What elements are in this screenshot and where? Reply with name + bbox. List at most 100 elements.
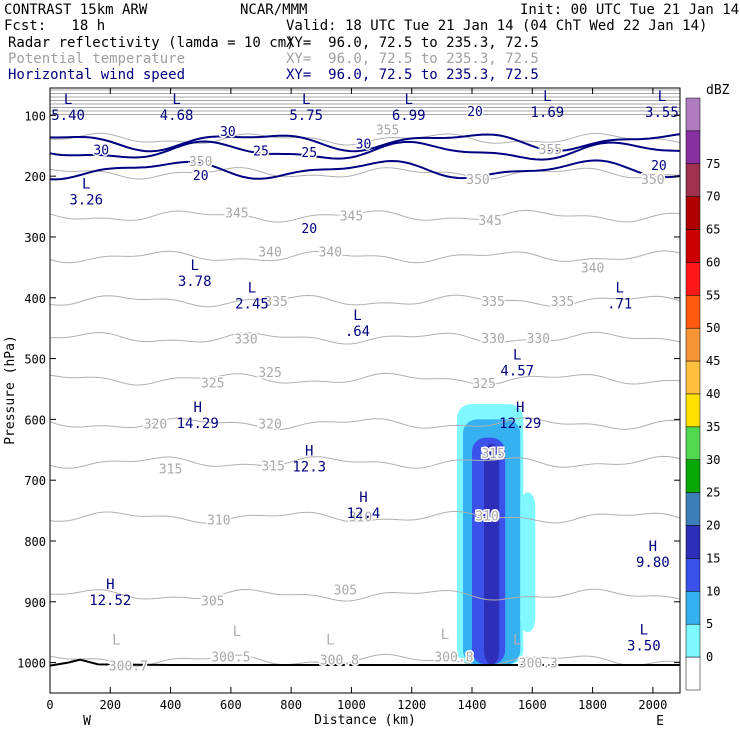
x-tick-label-7: 1400 [458,698,487,712]
wind-label-2: 30 [356,137,372,152]
colorbar-label-10: 25 [706,486,720,500]
reflectivity-cell-2 [520,492,536,633]
theta-label-4: 300.3 [519,657,558,672]
theta-label-13: 320 [144,418,167,433]
theta-label-8: 310 [349,511,372,526]
field-name-wind: Horizontal wind speed [8,67,186,83]
theta-label-25: 340 [319,246,342,261]
theta-label-27: 345 [225,207,248,222]
center-letter-15: H [359,490,367,506]
colorbar-swatch-10 [685,426,701,461]
colorbar-swatch-5 [685,262,701,296]
theta-line-300 [49,653,681,667]
theta-label-11: 315 [261,460,284,475]
wind-label-3: 30 [93,143,109,158]
colorbar-swatch-2 [685,163,701,197]
colorbar-label-13: 10 [706,584,720,598]
wind-label-4: 25 [253,145,269,160]
x-tick-label-2: 400 [160,698,182,712]
center-value-2: 5.75 [289,108,323,124]
y-tick-label-5: 600 [24,413,46,427]
wind-label-7: 20 [193,169,209,184]
reflectivity-field [456,404,536,665]
theta-line-340 [49,250,681,264]
center-value-15: 12.4 [347,506,381,522]
center-letter-4: L [543,89,551,105]
center-value-7: 3.78 [178,274,212,290]
center-letter-14: H [305,444,313,460]
theta-label-18: 330 [234,333,257,348]
x-tick-label-8: 1600 [518,698,547,712]
theta-label-14: 320 [258,418,281,433]
y-tick-label-3: 400 [24,292,46,306]
theta-label-31: 350 [466,173,489,188]
colorbar-swatch-8 [685,360,701,395]
wind-label-8: 20 [301,222,317,237]
surface-pressure-layer [49,658,680,667]
theta-label-9: 310 [475,509,498,524]
theta-label-0: 300.7 [109,660,148,675]
surface-line [49,658,680,667]
wind-label-6: 20 [651,159,667,174]
field-name-reflectivity: Radar reflectivity (lamda = 10 cm) [8,35,295,51]
x-tick-label-10: 2000 [638,698,667,712]
center-letter-0: L [64,92,72,108]
colorbar-label-5: 50 [706,321,720,335]
theta-label-21: 335 [264,295,287,310]
center-value-14: 12.3 [292,460,326,476]
theta-label-16: 325 [258,366,281,381]
wind-contour-lines [49,133,681,181]
y-tick-label-8: 900 [24,596,46,610]
x-tick-label-1: 200 [99,698,121,712]
y-tick-label-4: 500 [24,353,46,367]
theta-label-7: 310 [207,514,230,529]
center-letter-6: L [82,177,90,193]
model-name: CONTRAST 15km ARW [4,2,148,18]
center-value-4: 1.69 [531,105,565,121]
theta-label-17: 325 [472,377,495,392]
colorbar-label-3: 60 [706,255,720,269]
center-letter-7: L [190,258,198,274]
center-letter-8: L [248,281,256,297]
theta-label-30: 350 [189,155,212,170]
colorbar-label-1: 70 [706,190,720,204]
contour-labels: 300.7 300.5 300.8 300.8 300.3 305 305 310 310 310… [51,89,679,676]
center-value-9: .64 [345,324,370,340]
theta-label-10: 315 [159,463,182,478]
center-value-6: 3.26 [69,193,103,209]
center-letter-16: H [649,539,657,555]
x-tick-label-3: 600 [220,698,242,712]
colorbar-swatch-3 [685,196,701,230]
colorbar-unit: dBZ [706,83,730,98]
theta-line-310 [49,511,681,524]
colorbar-label-4: 55 [706,288,720,302]
y-tick-label-7: 800 [24,535,46,549]
theta-label-22: 335 [481,295,504,310]
field-xy-reflectivity: XY= 96.0, 72.5 to 235.3, 72.5 [286,35,539,51]
y-tick-label-1: 200 [24,170,46,184]
center-letter-5: L [658,89,666,105]
colorbar-swatch-12 [685,492,701,526]
colorbar-swatch-15 [685,591,701,625]
center-value-13: 12.29 [499,416,541,432]
theta-label-34: 355 [539,143,562,158]
colorbar-label-8: 35 [706,420,720,434]
theta-line-330 [49,331,681,345]
x-tick-label-9: 1800 [578,698,607,712]
theta-line-315 [49,455,681,469]
x-axis-title: Distance (km) [314,713,416,728]
x-axis-west-label: W [83,714,91,729]
axes: 0 200 400 600 800 1000 1200 1400 1600 1800 2000 100… [17,88,680,712]
colorbar-swatch-9 [685,393,701,428]
theta-label-12: 315 [481,447,504,462]
center-letter-2: L [302,92,310,108]
organization: NCAR/MMM [240,2,308,18]
center-value-12: 14.29 [177,416,219,432]
valid-time: Valid: 18 UTC Tue 21 Jan 14 (04 ChT Wed … [286,18,708,34]
center-letter-18: L [640,622,648,638]
wind-label-0: 20 [467,105,483,120]
theta-label-33: 355 [376,123,399,138]
center-letter-23: L [513,633,521,649]
